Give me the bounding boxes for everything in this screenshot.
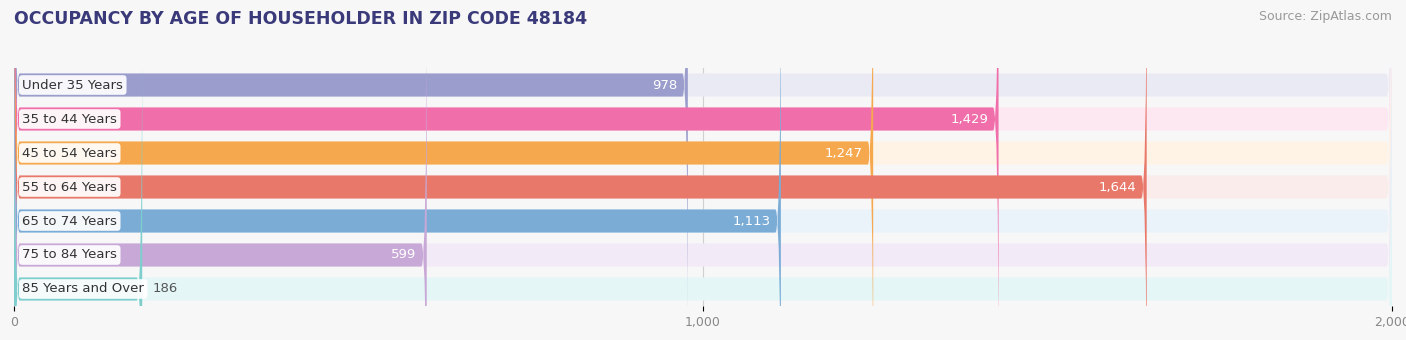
Text: 45 to 54 Years: 45 to 54 Years	[22, 147, 117, 159]
FancyBboxPatch shape	[14, 0, 780, 340]
FancyBboxPatch shape	[14, 29, 142, 340]
Text: 1,429: 1,429	[950, 113, 988, 125]
FancyBboxPatch shape	[14, 0, 1392, 340]
Text: Under 35 Years: Under 35 Years	[22, 79, 124, 91]
Text: Source: ZipAtlas.com: Source: ZipAtlas.com	[1258, 10, 1392, 23]
FancyBboxPatch shape	[14, 0, 1392, 340]
FancyBboxPatch shape	[14, 29, 1392, 340]
Text: 85 Years and Over: 85 Years and Over	[22, 283, 145, 295]
Text: 1,644: 1,644	[1098, 181, 1136, 193]
FancyBboxPatch shape	[14, 0, 427, 340]
FancyBboxPatch shape	[14, 0, 1392, 340]
FancyBboxPatch shape	[14, 0, 688, 340]
Text: 978: 978	[652, 79, 678, 91]
Text: 65 to 74 Years: 65 to 74 Years	[22, 215, 117, 227]
FancyBboxPatch shape	[14, 0, 1392, 340]
Text: 75 to 84 Years: 75 to 84 Years	[22, 249, 117, 261]
FancyBboxPatch shape	[14, 0, 998, 340]
FancyBboxPatch shape	[14, 0, 873, 340]
Text: OCCUPANCY BY AGE OF HOUSEHOLDER IN ZIP CODE 48184: OCCUPANCY BY AGE OF HOUSEHOLDER IN ZIP C…	[14, 10, 588, 28]
Text: 599: 599	[391, 249, 416, 261]
Text: 186: 186	[152, 283, 177, 295]
FancyBboxPatch shape	[14, 0, 1392, 340]
Text: 35 to 44 Years: 35 to 44 Years	[22, 113, 117, 125]
Text: 1,247: 1,247	[825, 147, 863, 159]
Text: 55 to 64 Years: 55 to 64 Years	[22, 181, 117, 193]
Text: 1,113: 1,113	[733, 215, 770, 227]
FancyBboxPatch shape	[14, 0, 1147, 340]
FancyBboxPatch shape	[14, 0, 1392, 340]
